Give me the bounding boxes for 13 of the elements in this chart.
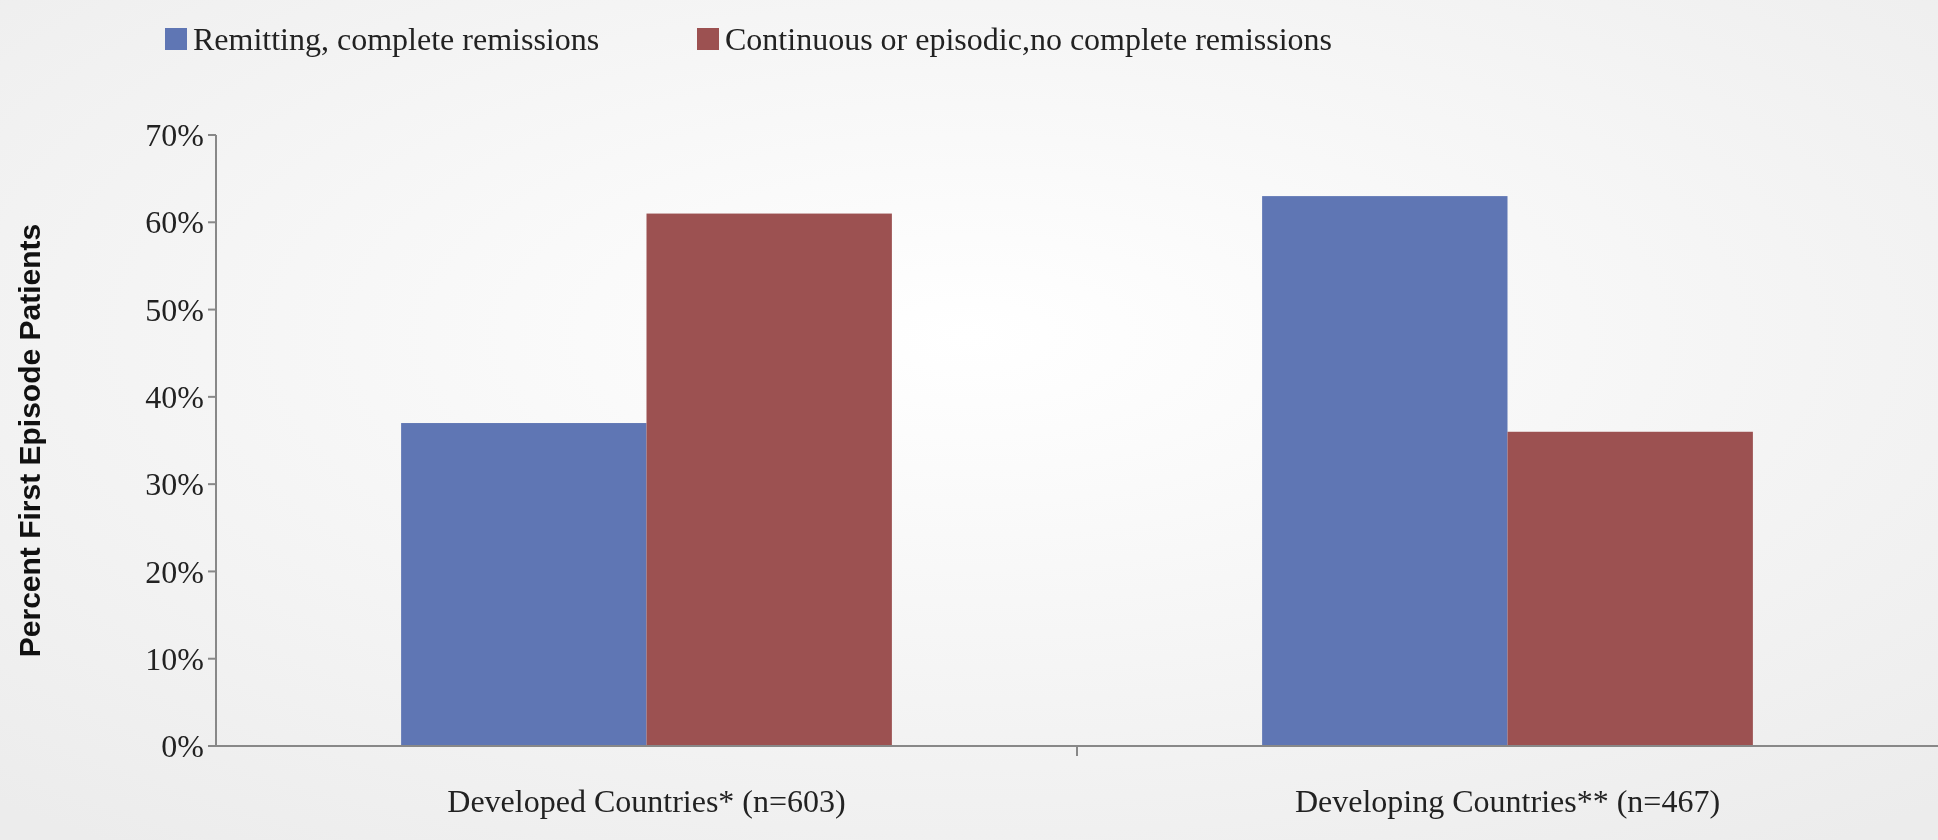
y-axis-title: Percent First Episode Patients bbox=[13, 223, 46, 658]
legend-label: Continuous or episodic,no complete remissions bbox=[725, 21, 1333, 57]
y-tick-label: 0% bbox=[161, 728, 204, 765]
y-tick-label: 50% bbox=[145, 291, 204, 328]
y-tick-label: 10% bbox=[145, 640, 204, 677]
y-tick-label: 60% bbox=[145, 204, 204, 241]
y-tick-label: 40% bbox=[145, 379, 204, 416]
y-tick-label: 70% bbox=[145, 117, 204, 154]
y-tick-label: 30% bbox=[145, 466, 204, 503]
legend-label: Remitting, complete remissions bbox=[193, 21, 600, 57]
x-tick-label: Developed Countries* (n=603) bbox=[447, 783, 846, 819]
y-tick-label: 20% bbox=[145, 553, 204, 590]
x-tick-label: Developing Countries** (n=467) bbox=[1294, 783, 1721, 819]
